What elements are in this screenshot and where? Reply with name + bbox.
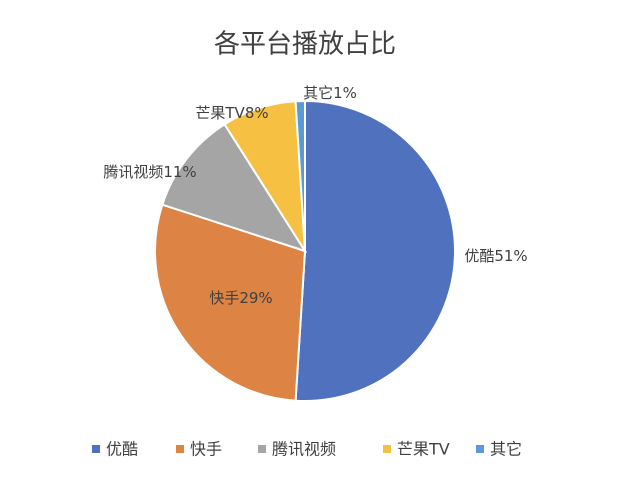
slice-label-name: 快手 — [209, 289, 239, 307]
slice-label-value: 51% — [494, 247, 527, 265]
slice-label: 快手29% — [209, 289, 272, 307]
slice-label-value: 1% — [333, 84, 357, 102]
slice-label-name: 腾讯视频 — [103, 163, 163, 181]
pie-slice — [294, 99, 456, 402]
slice-label-name: 芒果TV — [195, 104, 245, 122]
legend-label: 优酷 — [106, 440, 138, 459]
pie-slice — [154, 203, 307, 402]
legend-label: 腾讯视频 — [272, 440, 336, 459]
pie-slice — [294, 99, 306, 252]
slice-label-value: 29% — [239, 289, 272, 307]
legend-swatch — [176, 445, 184, 453]
legend-swatch — [258, 445, 266, 453]
legend-label: 快手 — [190, 440, 222, 459]
legend-label: 芒果TV — [397, 440, 450, 459]
legend-swatch — [92, 445, 100, 453]
slice-label: 优酷51% — [464, 247, 527, 265]
slice-label-value: 8% — [245, 104, 269, 122]
legend-label: 其它 — [490, 440, 522, 459]
legend-swatch — [476, 445, 484, 453]
pie-slice — [161, 122, 308, 253]
legend-swatch — [383, 445, 391, 453]
chart-title: 各平台播放占比 — [214, 30, 396, 60]
slice-label: 芒果TV8% — [195, 104, 268, 122]
slice-label-value: 11% — [163, 163, 196, 181]
slice-label: 其它1% — [303, 84, 357, 102]
slice-label: 腾讯视频11% — [103, 163, 196, 181]
slice-label-name: 其它 — [303, 84, 333, 102]
slice-label-name: 优酷 — [464, 247, 494, 265]
